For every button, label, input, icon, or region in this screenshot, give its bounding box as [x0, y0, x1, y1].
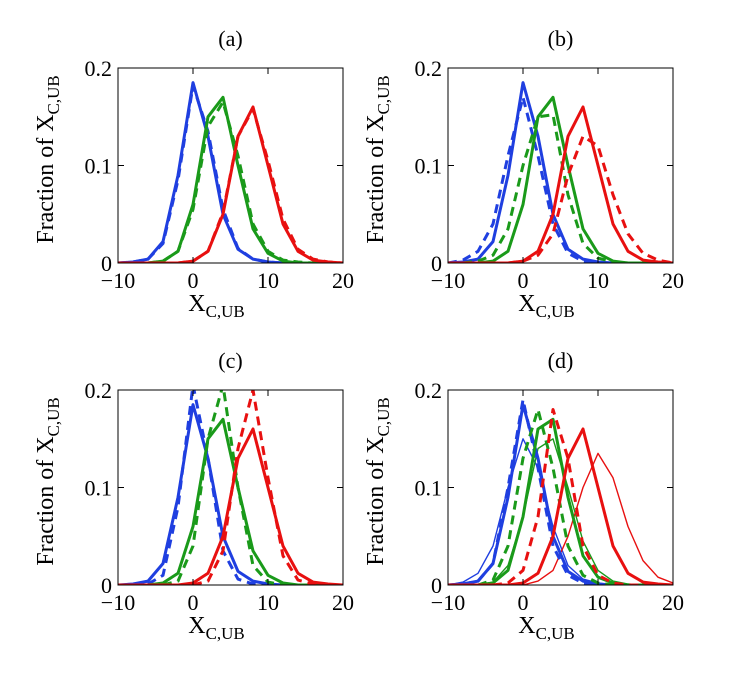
y-axis-label: Fraction of XC,UB	[363, 397, 393, 566]
x-tick-label: −10	[101, 590, 135, 615]
curves	[448, 398, 673, 585]
panel-title: (b)	[548, 26, 574, 51]
y-tick-label: 0.2	[415, 56, 443, 81]
x-tick-label: 0	[518, 590, 529, 615]
x-axis-label-subscript: C,UB	[206, 624, 245, 643]
curves	[118, 81, 343, 263]
y-tick-label: 0	[431, 251, 442, 276]
panel-title: (c)	[218, 348, 242, 373]
y-axis-label-subscript: C,UB	[374, 397, 393, 436]
y-axis-label: Fraction of XC,UB	[33, 397, 63, 566]
series-blue-dashed	[448, 95, 673, 263]
x-tick-label: −10	[431, 268, 465, 293]
x-axis-label-subscript: C,UB	[536, 302, 575, 321]
x-tick-label: 0	[188, 268, 199, 293]
x-axis-label-subscript: C,UB	[536, 624, 575, 643]
series-blue-dashed	[118, 390, 343, 585]
y-tick-label: 0	[101, 251, 112, 276]
y-tick-label: 0.2	[415, 378, 443, 403]
x-axis-label-subscript: C,UB	[206, 302, 245, 321]
y-axis-label-subscript: C,UB	[44, 75, 63, 114]
x-tick-label: 20	[662, 268, 684, 293]
series-blue-solid	[448, 81, 673, 263]
x-tick-label: 10	[587, 590, 609, 615]
x-tick-label: 0	[188, 590, 199, 615]
x-tick-label: 10	[257, 590, 279, 615]
series-blue-solid	[448, 403, 673, 585]
series-red-solid	[118, 427, 343, 585]
series-red-solid	[448, 427, 673, 585]
x-tick-label: −10	[101, 268, 135, 293]
series-blue-solid	[118, 403, 343, 585]
series-red-solid	[448, 105, 673, 263]
series-blue-dashed	[118, 84, 343, 263]
y-axis-label: Fraction of XC,UB	[33, 75, 63, 244]
y-axis-label-subscript: C,UB	[374, 75, 393, 114]
y-tick-label: 0.2	[85, 56, 113, 81]
x-tick-label: 20	[662, 590, 684, 615]
series-red-dashed	[118, 107, 343, 263]
x-tick-label: 20	[332, 268, 354, 293]
y-tick-label: 0.1	[415, 476, 443, 501]
x-tick-label: 20	[332, 590, 354, 615]
x-tick-label: −10	[431, 590, 465, 615]
y-axis-label-subscript: C,UB	[44, 397, 63, 436]
x-tick-label: 10	[587, 268, 609, 293]
x-axis-label: XC,UB	[518, 291, 575, 321]
curves	[118, 390, 343, 585]
x-axis-label: XC,UB	[518, 613, 575, 643]
panel-title: (d)	[548, 348, 574, 373]
curves	[448, 81, 673, 263]
x-axis-label: XC,UB	[188, 291, 245, 321]
y-tick-label: 0.2	[85, 378, 113, 403]
series-blue-solid-thin	[448, 438, 673, 585]
x-tick-label: 0	[518, 268, 529, 293]
y-tick-label: 0	[431, 573, 442, 598]
y-tick-label: 0.1	[415, 154, 443, 179]
series-green-dashed	[448, 408, 673, 585]
y-tick-label: 0	[101, 573, 112, 598]
y-tick-label: 0.1	[85, 476, 113, 501]
x-tick-label: 10	[257, 268, 279, 293]
y-tick-label: 0.1	[85, 154, 113, 179]
y-axis-label: Fraction of XC,UB	[363, 75, 393, 244]
panel-title: (a)	[218, 26, 242, 51]
x-axis-label: XC,UB	[188, 613, 245, 643]
series-green-dashed	[448, 113, 673, 263]
